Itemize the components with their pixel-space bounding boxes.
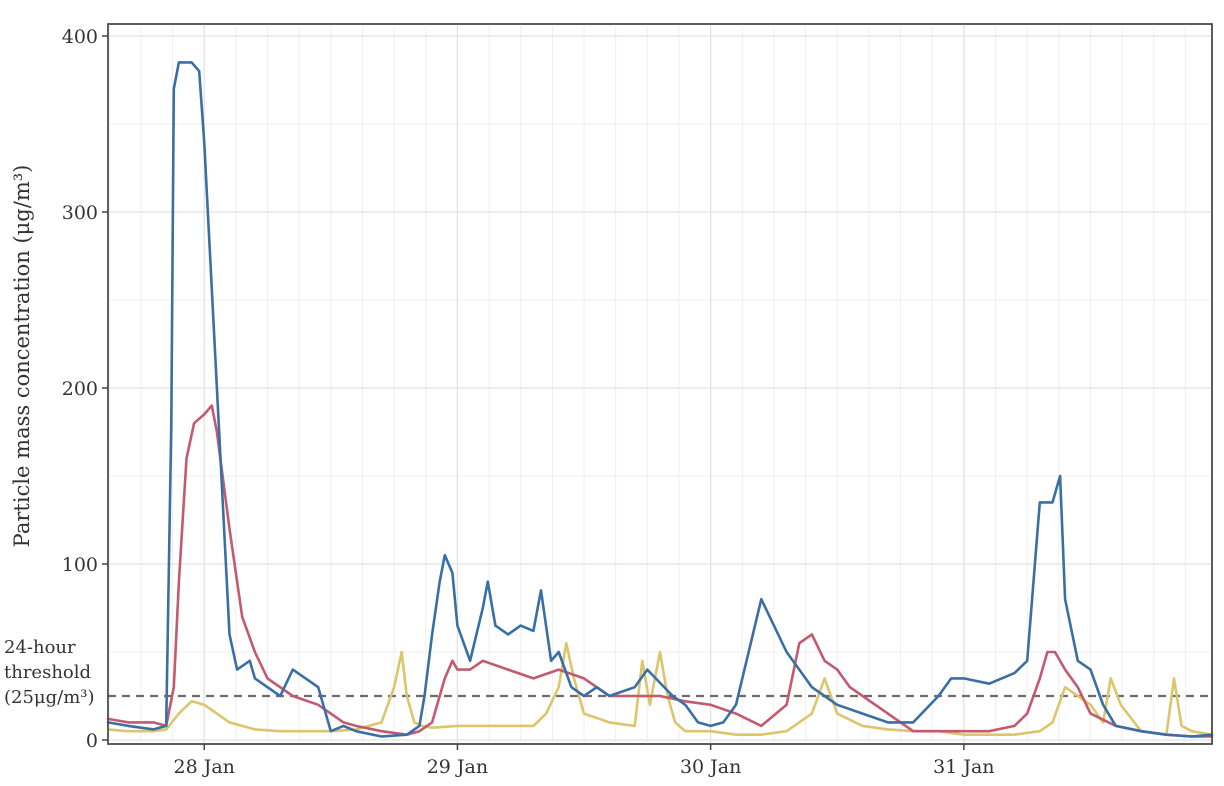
- x-tick-label: 28 Jan: [174, 756, 235, 778]
- x-tick-label: 30 Jan: [680, 756, 741, 778]
- threshold-label-line-2: threshold: [4, 662, 91, 683]
- threshold-label-line-1: 24-hour: [4, 637, 76, 658]
- y-tick-label: 300: [62, 202, 98, 224]
- plot-panel: [107, 23, 1213, 745]
- x-axis: 28 Jan 29 Jan 30 Jan 31 Jan: [174, 744, 995, 778]
- series-line-2: [106, 404, 1214, 738]
- x-tick-label: 31 Jan: [933, 756, 994, 778]
- y-axis-title: Particle mass concentration (μg/m³): [10, 165, 34, 548]
- y-tick-label: 200: [62, 378, 98, 400]
- threshold-annotation: 24-hour threshold (25μg/m³): [4, 637, 95, 708]
- major-gridlines: [108, 24, 1212, 744]
- y-axis: 0 100 200 300 400: [62, 26, 108, 752]
- x-tick-label: 29 Jan: [427, 756, 488, 778]
- y-tick-label: 400: [62, 26, 98, 48]
- plot-border: [107, 23, 1213, 745]
- y-tick-label: 0: [86, 730, 98, 752]
- threshold-label-line-3: (25μg/m³): [4, 687, 95, 708]
- series-line-1: [106, 61, 1214, 738]
- series-line-3: [106, 641, 1214, 736]
- y-tick-label: 100: [62, 554, 98, 576]
- series-lines: [106, 61, 1214, 738]
